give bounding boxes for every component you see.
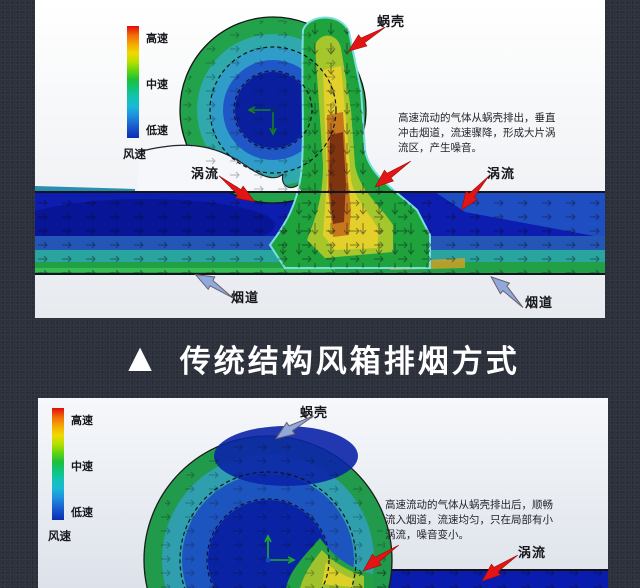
vortex-left-label: 涡流 xyxy=(191,166,220,181)
caption-band: ▲ 传统结构风箱排烟方式 xyxy=(0,318,640,398)
legend-mid-label: 中速 xyxy=(71,461,93,473)
legend-axis-label: 风速 xyxy=(48,531,71,543)
flue-left-label: 烟道 xyxy=(231,290,260,305)
red-arrow-vortex xyxy=(477,547,521,588)
legend-colorbar xyxy=(52,408,64,520)
bottom-note-line2: 流入烟道，流速均匀，只在局部有小 xyxy=(385,514,553,526)
legend-low-label: 低速 xyxy=(146,125,168,137)
top-note-line3: 流区，产生噪音。 xyxy=(398,142,482,154)
vortex-label: 涡流 xyxy=(518,545,547,560)
legend-axis-label: 风速 xyxy=(123,149,146,161)
bottom-note-line3: 涡流，噪音变小。 xyxy=(385,529,469,541)
legend-high-label: 高速 xyxy=(146,33,168,45)
red-arrow-impact xyxy=(370,153,414,194)
bottom-note-line1: 高速流动的气体从蜗壳排出后，顺畅 xyxy=(385,499,553,511)
top-note-line1: 高速流动的气体从蜗壳排出，垂直 xyxy=(398,112,556,124)
legend-low-label: 低速 xyxy=(71,507,93,519)
triangle-marker: ▲ xyxy=(120,336,160,380)
bottom-note: 高速流动的气体从蜗壳排出后，顺畅 流入烟道，流速均匀，只在局部有小 涡流，噪音变… xyxy=(385,498,581,543)
axes-glyph xyxy=(247,106,277,136)
caption-text: 传统结构风箱排烟方式 xyxy=(179,343,520,379)
bottom-simulation-panel: 高速 中速 低速 风速 蜗壳 高速流动的气体从蜗壳排出后，顺畅 流入烟道，流速均… xyxy=(38,398,608,588)
velocity-legend: 高速 中速 低速 风速 xyxy=(48,408,132,568)
flue-right-label: 烟道 xyxy=(525,295,554,310)
blue-arrow-volute xyxy=(271,407,316,445)
red-arrow-volute xyxy=(344,18,389,57)
red-arrow-outlet xyxy=(358,537,402,578)
blue-arrow-flue-right xyxy=(486,271,530,312)
red-arrow-vortex-right xyxy=(455,169,493,214)
red-arrow-vortex-left xyxy=(213,172,259,209)
velocity-legend: 高速 中速 低速 风速 xyxy=(123,26,207,186)
cfd-bottom-scene xyxy=(38,398,608,588)
legend-colorbar xyxy=(127,26,139,138)
axes-glyph xyxy=(264,534,296,564)
top-note-line2: 冲击烟道，流速骤降，形成大片涡 xyxy=(398,127,556,139)
cfd-top-scene xyxy=(35,0,605,318)
blue-arrow-flue-left xyxy=(192,268,238,303)
top-simulation-panel: 高速 中速 低速 风速 蜗壳 高速流动的气体从蜗壳排出，垂直 冲击烟道，流速骤降… xyxy=(35,0,605,318)
legend-high-label: 高速 xyxy=(71,415,93,427)
top-note: 高速流动的气体从蜗壳排出，垂直 冲击烟道，流速骤降，形成大片涡 流区，产生噪音。 xyxy=(398,111,584,156)
volute-label: 蜗壳 xyxy=(300,405,329,420)
vortex-right-label: 涡流 xyxy=(487,166,516,181)
volute-label: 蜗壳 xyxy=(377,14,406,29)
legend-mid-label: 中速 xyxy=(146,79,168,91)
